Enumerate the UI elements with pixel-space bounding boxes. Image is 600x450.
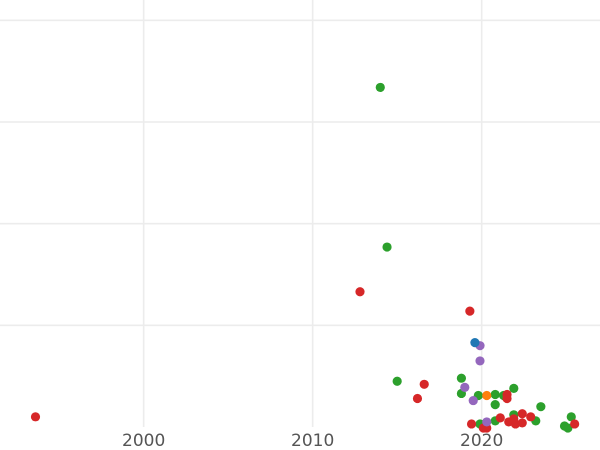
point-red-1 — [355, 287, 365, 297]
point-red-14 — [517, 418, 527, 428]
x-tick-label: 2000 — [122, 431, 165, 450]
point-green-2 — [392, 376, 402, 386]
point-red-13 — [509, 414, 519, 424]
x-tick-label: 2010 — [291, 431, 334, 450]
point-green-6 — [490, 389, 500, 400]
point-purple-3 — [468, 395, 478, 406]
x-axis-ticks: 2000 2010 2020 — [122, 431, 503, 450]
point-orange-0 — [482, 390, 492, 401]
point-green-9 — [509, 383, 519, 393]
point-green-7 — [490, 400, 500, 410]
point-green-15 — [563, 423, 573, 433]
point-green-11 — [536, 402, 546, 412]
point-red-3 — [412, 393, 423, 404]
point-red-4 — [419, 379, 429, 389]
point-red-2 — [465, 306, 475, 316]
point-purple-2 — [460, 382, 470, 392]
point-purple-1 — [475, 356, 485, 366]
point-blue-0 — [470, 338, 480, 348]
point-red-7 — [466, 419, 477, 429]
point-red-0 — [30, 412, 41, 422]
point-green-0 — [375, 82, 385, 93]
point-red-17 — [570, 419, 580, 429]
point-red-6 — [502, 393, 512, 404]
data-points — [30, 82, 580, 433]
point-green-3 — [456, 373, 467, 383]
grid — [0, 0, 600, 427]
point-red-10 — [495, 413, 505, 423]
x-tick-label: 2020 — [460, 431, 503, 450]
point-red-15 — [517, 409, 527, 419]
point-green-13 — [566, 412, 576, 422]
point-purple-4 — [482, 417, 492, 427]
point-green-1 — [382, 242, 392, 252]
point-red-16 — [526, 412, 536, 422]
